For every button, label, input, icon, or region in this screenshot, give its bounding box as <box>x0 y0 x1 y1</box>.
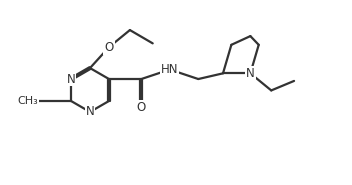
Text: CH₃: CH₃ <box>17 96 38 106</box>
Text: O: O <box>105 41 114 54</box>
Text: N: N <box>86 105 94 118</box>
Text: N: N <box>67 73 75 85</box>
Text: HN: HN <box>161 63 178 76</box>
Text: O: O <box>137 101 146 114</box>
Text: N: N <box>246 67 255 80</box>
